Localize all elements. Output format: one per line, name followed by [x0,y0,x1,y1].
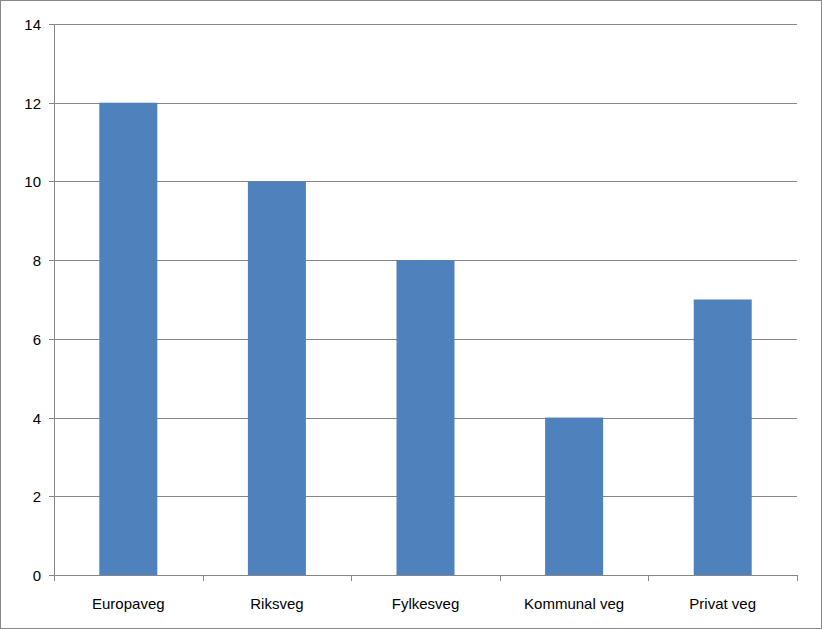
bar [99,103,157,575]
tick-mark [49,103,54,104]
tick-mark [49,260,54,261]
x-tick-mark [54,575,55,581]
tick-mark [49,496,54,497]
x-tick-mark [500,575,501,581]
y-tick-label: 0 [33,567,41,584]
tick-mark [49,575,54,576]
x-tick-label: Europaveg [92,595,165,612]
x-tick-label: Kommunal veg [524,595,624,612]
grid-line [54,24,797,25]
bar [397,260,455,575]
bar [545,418,603,575]
chart-root: 0 2 4 6 8 10 12 14 Europaveg Riksveg Fylkesveg Komm… [0,0,822,629]
bar [248,181,306,575]
bar [694,300,752,576]
x-tick-mark [351,575,352,581]
chart: 0 2 4 6 8 10 12 14 Europaveg Riksveg Fylkesveg Komm… [0,0,822,629]
x-tick-label: Fylkesveg [392,595,460,612]
grid-line [54,575,797,576]
y-tick-label: 8 [33,252,41,269]
y-tick-label: 2 [33,488,41,505]
grid-line [54,181,797,182]
y-tick-label: 10 [24,173,41,190]
y-axis: 0 2 4 6 8 10 12 14 [24,16,797,584]
x-tick-mark [203,575,204,581]
x-axis-line [54,575,797,576]
grid-line [54,103,797,104]
bars [99,103,751,575]
x-tick-mark [797,575,798,581]
x-tick-mark [648,575,649,581]
y-tick-label: 12 [24,95,41,112]
x-tick-label: Privat veg [689,595,756,612]
y-tick-label: 14 [24,16,41,33]
y-tick-label: 4 [33,410,41,427]
y-tick-label: 6 [33,331,41,348]
tick-mark [49,339,54,340]
x-tick-label: Riksveg [250,595,303,612]
tick-mark [49,418,54,419]
chart-border [1,1,822,629]
tick-mark [49,181,54,182]
y-axis-line [54,24,55,575]
tick-mark [49,24,54,25]
